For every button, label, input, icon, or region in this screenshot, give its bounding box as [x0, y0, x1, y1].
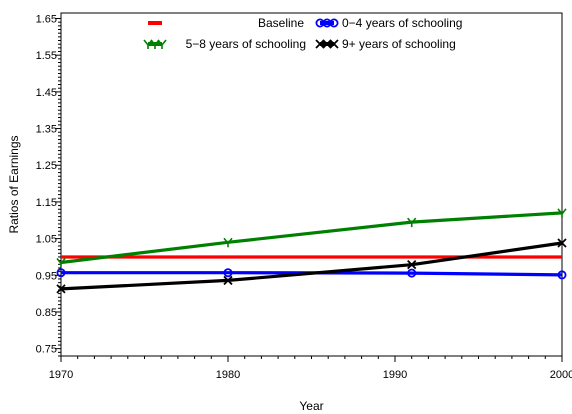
data-point-stroke — [315, 39, 325, 49]
data-point-stroke — [157, 39, 167, 49]
y-tick-label: 1.05 — [36, 234, 57, 246]
data-point-stroke — [557, 208, 567, 218]
x-tick-label: 1980 — [216, 369, 240, 381]
x-tick-label: 2000 — [550, 369, 572, 381]
x-tick-label: 1970 — [49, 369, 73, 381]
y-tick-label: 0.85 — [36, 307, 57, 319]
legend-label: 5−8 years of schooling — [186, 37, 306, 51]
data-point — [56, 268, 66, 278]
legend-item: Baseline — [148, 16, 304, 30]
y-tick-label: 1.15 — [36, 197, 57, 209]
x-tick-label: 1990 — [383, 369, 407, 381]
data-point — [315, 39, 325, 49]
data-point — [407, 260, 417, 270]
data-point — [157, 39, 167, 49]
data-point-stroke — [143, 39, 153, 49]
data-point-stroke — [56, 257, 66, 268]
series-line — [60, 211, 563, 265]
legend-label: 9+ years of schooling — [342, 37, 456, 51]
data-point-stroke — [407, 217, 417, 228]
data-point — [407, 217, 417, 228]
data-point — [143, 39, 153, 49]
data-point-stroke — [322, 39, 332, 49]
series-9-years-of-schooling — [56, 238, 567, 294]
legend-item: 5−8 years of schooling — [143, 37, 306, 51]
axes: 0.75 0.85 0.95 1.05 1.15 1.25 1.35 1.45 1.55 1.65… — [36, 12, 572, 381]
y-tick-label: 1.55 — [36, 50, 57, 62]
plot-frame — [60, 12, 563, 357]
y-tick-label: 1.25 — [36, 160, 57, 172]
data-point — [56, 284, 66, 294]
series-5-8-years-of-schooling — [56, 208, 567, 268]
data-point — [407, 268, 417, 278]
data-point — [557, 238, 567, 248]
y-tick-label: 0.95 — [36, 270, 57, 282]
legend-label: 0−4 years of schooling — [342, 16, 462, 30]
y-tick-label: 0.75 — [36, 344, 57, 356]
data-point — [150, 39, 160, 49]
data-point-stroke — [223, 275, 233, 286]
legend: Baseline 0−4 years of schooling 5−8 years … — [143, 16, 462, 51]
data-point — [223, 237, 233, 248]
data-point — [56, 257, 66, 268]
y-tick-label: 1.45 — [36, 87, 57, 99]
plot-series — [56, 208, 567, 294]
data-point — [557, 208, 567, 218]
data-point — [223, 268, 233, 278]
data-point — [329, 39, 339, 49]
data-point-stroke — [557, 238, 567, 248]
legend-item: 9+ years of schooling — [315, 37, 456, 51]
data-point — [329, 18, 339, 28]
data-point-stroke — [223, 237, 233, 248]
y-tick-label: 1.35 — [36, 124, 57, 136]
data-point — [322, 39, 332, 49]
y-tick-label: 1.65 — [36, 14, 57, 26]
series-line — [60, 241, 563, 291]
data-point — [223, 275, 233, 286]
x-axis-title: Year — [299, 399, 323, 413]
data-point-stroke — [150, 39, 160, 49]
data-point-stroke — [56, 284, 66, 294]
data-point-stroke — [407, 260, 417, 270]
data-point-stroke — [329, 39, 339, 49]
y-axis-title: Ratios of Earnings — [7, 135, 21, 233]
legend-label: Baseline — [258, 16, 304, 30]
legend-item: 0−4 years of schooling — [315, 16, 462, 30]
data-point — [557, 270, 567, 280]
